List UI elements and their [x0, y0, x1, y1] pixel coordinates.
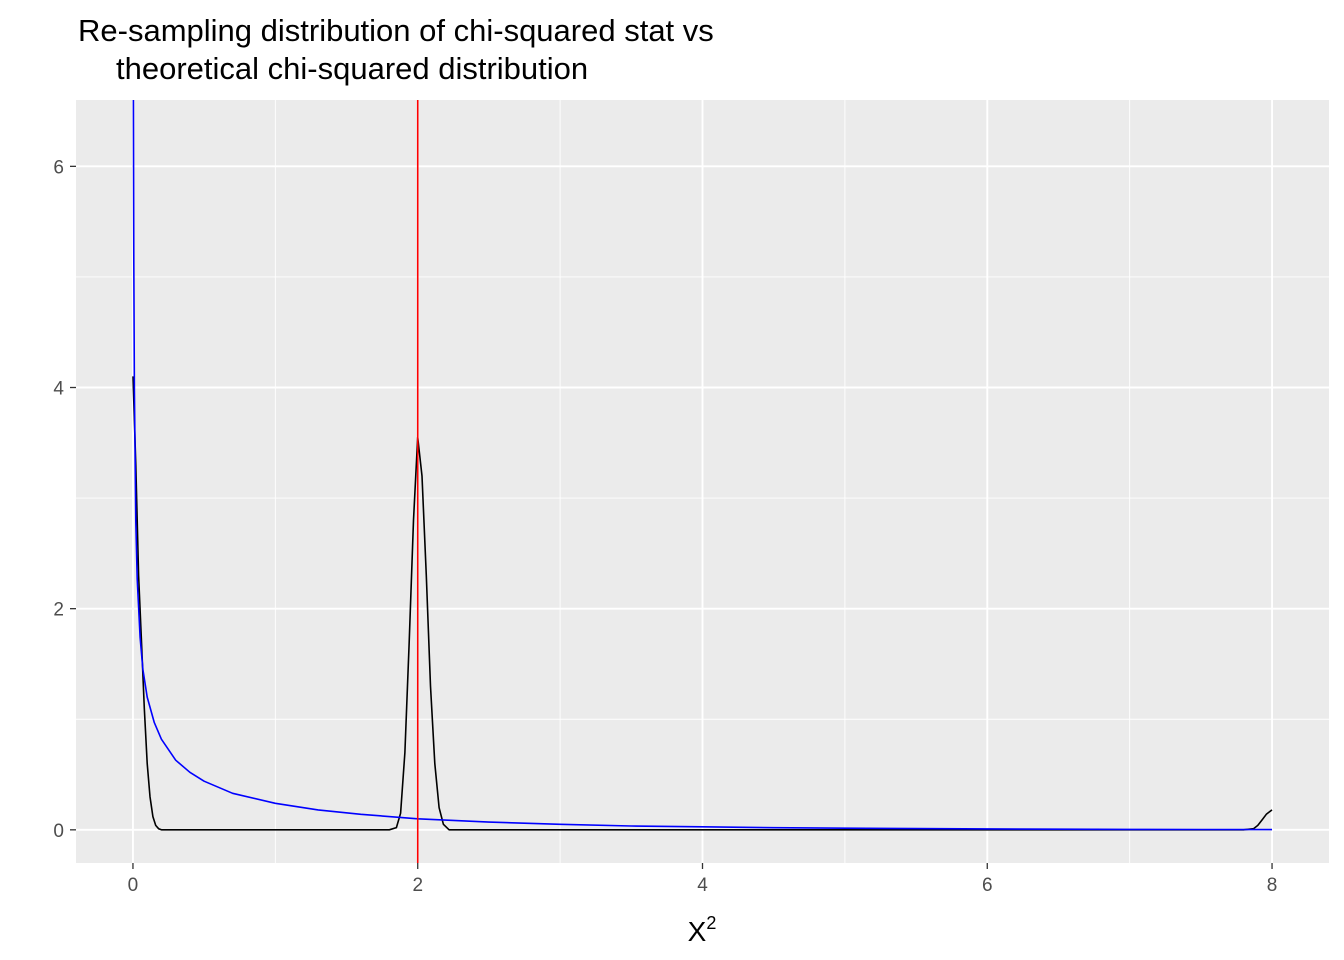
chart-title-line-2: theoretical chi-squared distribution: [116, 51, 589, 86]
axis-ticks: [70, 165, 1273, 869]
x-tick-label: 2: [412, 875, 423, 896]
y-tick-label: 0: [53, 821, 64, 842]
x-tick-label: 0: [128, 875, 139, 896]
theoretical-density-line: [132, 100, 1273, 831]
resampling-density-line: [132, 376, 1273, 831]
chart-title-line-1: Re-sampling distribution of chi-squared …: [78, 13, 714, 48]
chart-title: Re-sampling distribution of chi-squared …: [78, 12, 714, 88]
y-tick-label: 6: [53, 157, 64, 178]
tick-labels: 0 2 4 6 8 0 2 4 6: [53, 157, 1277, 896]
x-axis-title-base: X: [688, 916, 707, 947]
y-tick-label: 2: [53, 600, 64, 621]
series-lines: [132, 100, 1273, 863]
x-axis-title: X2: [688, 913, 717, 947]
y-tick-label: 4: [53, 379, 64, 400]
x-tick-label: 4: [697, 875, 708, 896]
x-axis-title-superscript: 2: [706, 913, 716, 933]
x-tick-label: 6: [982, 875, 993, 896]
x-tick-label: 8: [1267, 875, 1278, 896]
